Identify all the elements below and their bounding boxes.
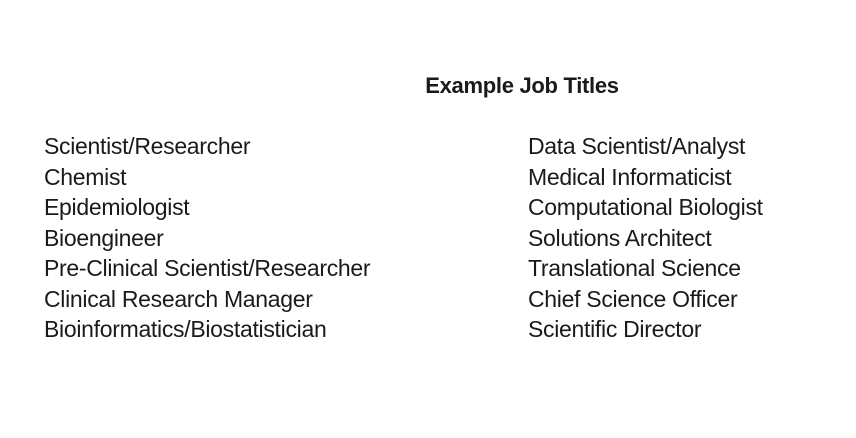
job-title-item: Scientific Director — [528, 316, 702, 342]
job-title-item: Scientist/Researcher — [44, 133, 251, 159]
job-title-item: Chief Science Officer — [528, 285, 738, 312]
job-title-item: Medical Informaticist — [528, 163, 732, 190]
job-title-item: Chemist — [44, 163, 127, 190]
job-titles-column-left: Scientist/Researcher Chemist Epidemiolog… — [44, 131, 371, 345]
job-title-item: Epidemiologist — [44, 194, 190, 220]
job-title-item: Solutions Architect — [528, 224, 712, 251]
job-title-item: Data Scientist/Analyst — [528, 133, 746, 159]
job-title-item: Clinical Research Manager — [44, 285, 313, 312]
job-title-item: Pre-Clinical Scientist/Researcher — [44, 255, 371, 281]
job-title-item: Computational Biologist — [528, 194, 763, 220]
job-titles-column-right: Data Scientist/Analyst Medical Informati… — [528, 131, 763, 345]
job-title-item: Bioinformatics/Biostatistician — [44, 316, 327, 342]
page-title: Example Job Titles — [425, 73, 619, 98]
job-title-item: Bioengineer — [44, 224, 164, 251]
job-title-item: Translational Science — [528, 255, 741, 281]
